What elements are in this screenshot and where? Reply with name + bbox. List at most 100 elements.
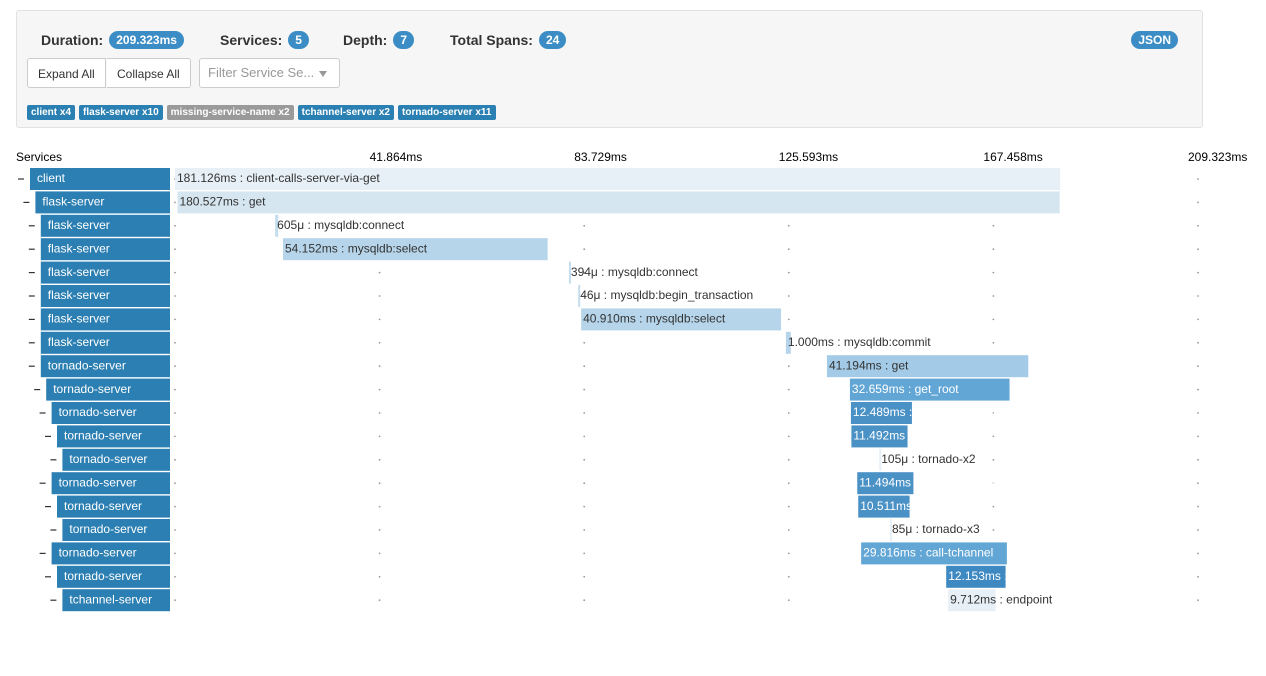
service-box [35,191,171,214]
span-bar [826,355,1029,378]
scale-dot [378,295,381,297]
scale-dot [378,458,381,461]
span-bar [177,191,1060,214]
service-name: tchannel-server [69,592,152,606]
service-name: tornado-server [64,499,142,513]
scale-dot [174,365,176,368]
service-name: flask-server [42,195,104,209]
scale-dot [583,365,586,368]
service-box [51,402,170,424]
span-label: 41.194ms : get [829,358,909,372]
scale-dot [992,505,995,508]
stat-value: 24 [538,31,567,49]
span-label: 29.816ms : call-tchannel [863,546,993,560]
stat: Services: 5 [220,31,309,49]
scale-dot [378,482,381,485]
scale-dot [174,224,176,227]
service-box [51,472,170,495]
scale-dot [787,482,790,485]
scale-dot [787,552,790,555]
scale-dot [787,224,790,227]
scale-dot [787,365,790,368]
scale-dot [174,295,176,297]
span-label: 32.659ms : get_root [852,382,959,396]
service-box [62,589,170,612]
service-box [57,565,170,588]
stat: Duration: 209.323ms [41,31,184,49]
scale-dot [583,505,586,508]
service-name: flask-server [48,265,110,279]
scale-dot [992,341,995,344]
scale-dot [1197,318,1199,321]
scale-dot [1197,575,1199,578]
service-name: flask-server [48,241,110,255]
service-name: tornado-server [64,429,142,443]
scale-dot [583,248,586,251]
span-label: 11.492ms : get [853,429,932,443]
scale-dot [992,529,995,531]
service-filter[interactable]: Filter Service Se... [199,58,340,88]
service-tag[interactable]: missing-service-name x2 [166,105,294,120]
service-name: flask-server [48,288,110,302]
scale-dot [787,295,790,297]
span-bar [568,261,571,284]
scale-dot [787,412,790,414]
scale-dot [1197,365,1199,368]
x-tick-label: 41.864ms [370,150,423,164]
span-label: 1.000ms : mysqldb:commit [788,335,931,349]
service-name: tornado-server [64,569,142,583]
service-name: flask-server [48,335,110,349]
span-label: 10.511ms : get [860,499,939,513]
scale-dot [787,575,790,578]
service-name: tornado-server [69,522,147,536]
scale-dot [583,482,586,485]
scale-dot [992,435,995,438]
scale-dot [787,318,790,321]
scale-dot [378,318,381,321]
span-label: 12.153ms : call_in_request_context [948,569,1137,583]
scale-dot [583,552,586,555]
span-label: 54.152ms : mysqldb:select [285,241,428,255]
scale-dot [992,412,995,414]
scale-dot [174,271,176,274]
scale-dot [1197,295,1199,297]
span-bar [283,238,548,261]
service-box [62,519,170,541]
service-box [40,214,170,237]
scale-dot [378,435,381,438]
span-bar [946,565,1006,588]
scale-dot [1197,435,1199,438]
scale-dot [378,599,381,602]
expand-all-button[interactable]: Expand All [27,58,106,88]
span-label: 12.489ms : call-downstream [853,405,1003,419]
service-name: client [37,171,66,185]
scale-dot [787,599,790,602]
service-tag[interactable]: client x4 [27,105,76,120]
scale-dot [787,529,790,531]
collapse-all-button[interactable]: Collapse All [107,58,191,88]
scale-dot [583,529,586,531]
service-box [40,331,170,354]
service-tag[interactable]: tornado-server x11 [398,105,496,120]
span-label: 180.527ms : get [179,195,266,209]
scale-dot [378,412,381,414]
service-box [57,425,170,448]
trace-summary: Duration: 209.323ms Services: 5 Depth: 7 To… [16,10,1203,128]
service-tag[interactable]: flask-server x10 [79,105,163,120]
scale-dot [174,599,176,602]
stat-label: Duration: [41,32,104,48]
scale-dot [1197,341,1199,344]
scale-dot [174,529,176,531]
json-button[interactable]: JSON [1131,31,1178,49]
service-tag[interactable]: tchannel-server x2 [297,105,394,120]
services-header: Services [16,150,62,164]
service-name: tornado-server [59,405,137,419]
scale-dot [174,505,176,508]
scale-dot [583,295,586,297]
service-box [40,238,170,261]
stat-label: Depth: [343,32,388,48]
scale-dot [583,599,586,602]
span-label: 40.910ms : mysqldb:select [583,312,726,326]
span-bar [879,448,882,471]
